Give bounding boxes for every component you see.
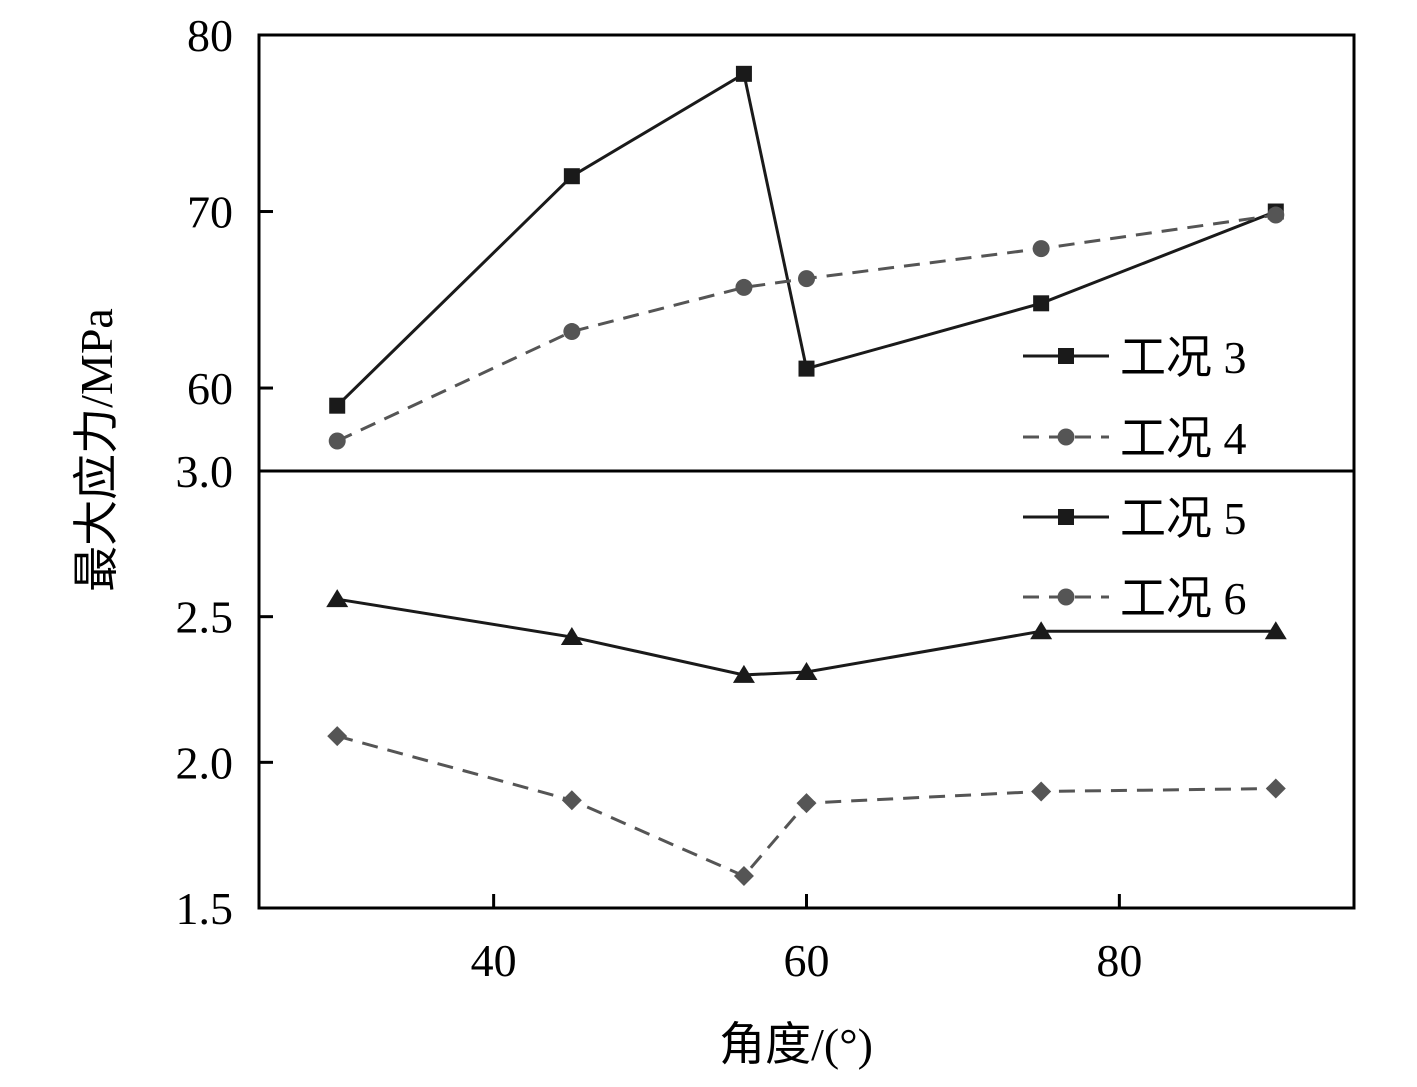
series-line — [336, 213, 1276, 443]
data-point — [733, 865, 754, 886]
legend-label: 工况 6 — [1120, 573, 1247, 624]
plot-frame — [257, 33, 1356, 910]
y-axis-title: 最大应力/MPa — [71, 308, 122, 592]
data-point — [798, 270, 815, 288]
series — [327, 726, 1286, 886]
data-point — [329, 397, 346, 414]
y-tick-label: 80 — [187, 10, 233, 61]
y-tick-label: 3.0 — [176, 446, 234, 497]
series-line — [336, 597, 1276, 677]
legend-marker — [1057, 588, 1075, 606]
series-layer — [326, 65, 1287, 886]
data-point — [328, 432, 346, 450]
data-point — [1032, 240, 1050, 258]
data-point — [1030, 621, 1053, 640]
series-line — [336, 734, 1276, 878]
series — [326, 589, 1287, 683]
x-tick-label: 80 — [1096, 935, 1142, 986]
legend-label: 工况 5 — [1120, 493, 1247, 544]
data-point — [1265, 778, 1286, 799]
x-axis-title: 角度/(°) — [719, 1019, 873, 1070]
x-tick-label: 40 — [471, 935, 517, 986]
series — [328, 206, 1285, 450]
legend-entry: 工况 3 — [1023, 332, 1247, 383]
legend-marker — [1057, 428, 1075, 446]
y-tick-label: 1.5 — [176, 883, 234, 934]
legend-label: 工况 3 — [1120, 332, 1247, 383]
data-point — [1033, 295, 1050, 312]
data-point — [1267, 206, 1285, 224]
y-tick-label: 70 — [187, 187, 233, 238]
data-point — [327, 726, 348, 747]
data-point — [326, 589, 349, 608]
data-point — [798, 360, 815, 377]
series-line — [336, 71, 1277, 407]
legend-label: 工况 4 — [1120, 413, 1247, 464]
y-tick-label: 2.0 — [176, 737, 234, 788]
data-point — [560, 627, 583, 646]
legend-entry: 工况 6 — [1023, 573, 1247, 624]
legend-entry: 工况 5 — [1023, 493, 1247, 544]
data-point — [563, 323, 581, 341]
legend: 工况 3 工况 4 工况 5 工况 6 — [1023, 332, 1247, 624]
data-point — [735, 65, 752, 82]
y-tick-label: 2.5 — [176, 592, 234, 643]
y-tick-label: 60 — [187, 363, 233, 414]
x-tick-label: 60 — [784, 935, 830, 986]
data-point — [1031, 781, 1052, 802]
data-point — [561, 790, 582, 811]
data-point — [735, 278, 753, 296]
data-point — [795, 662, 818, 681]
data-point — [1264, 621, 1287, 640]
data-point — [796, 793, 817, 814]
legend-marker — [1058, 509, 1074, 525]
data-point — [732, 664, 755, 683]
ticks-layer: 40 60 80 60 70 80 1.5 2.0 2.5 3.0 — [176, 10, 1143, 986]
data-point — [563, 168, 580, 185]
legend-entry: 工况 4 — [1023, 413, 1247, 464]
legend-marker — [1058, 348, 1074, 364]
